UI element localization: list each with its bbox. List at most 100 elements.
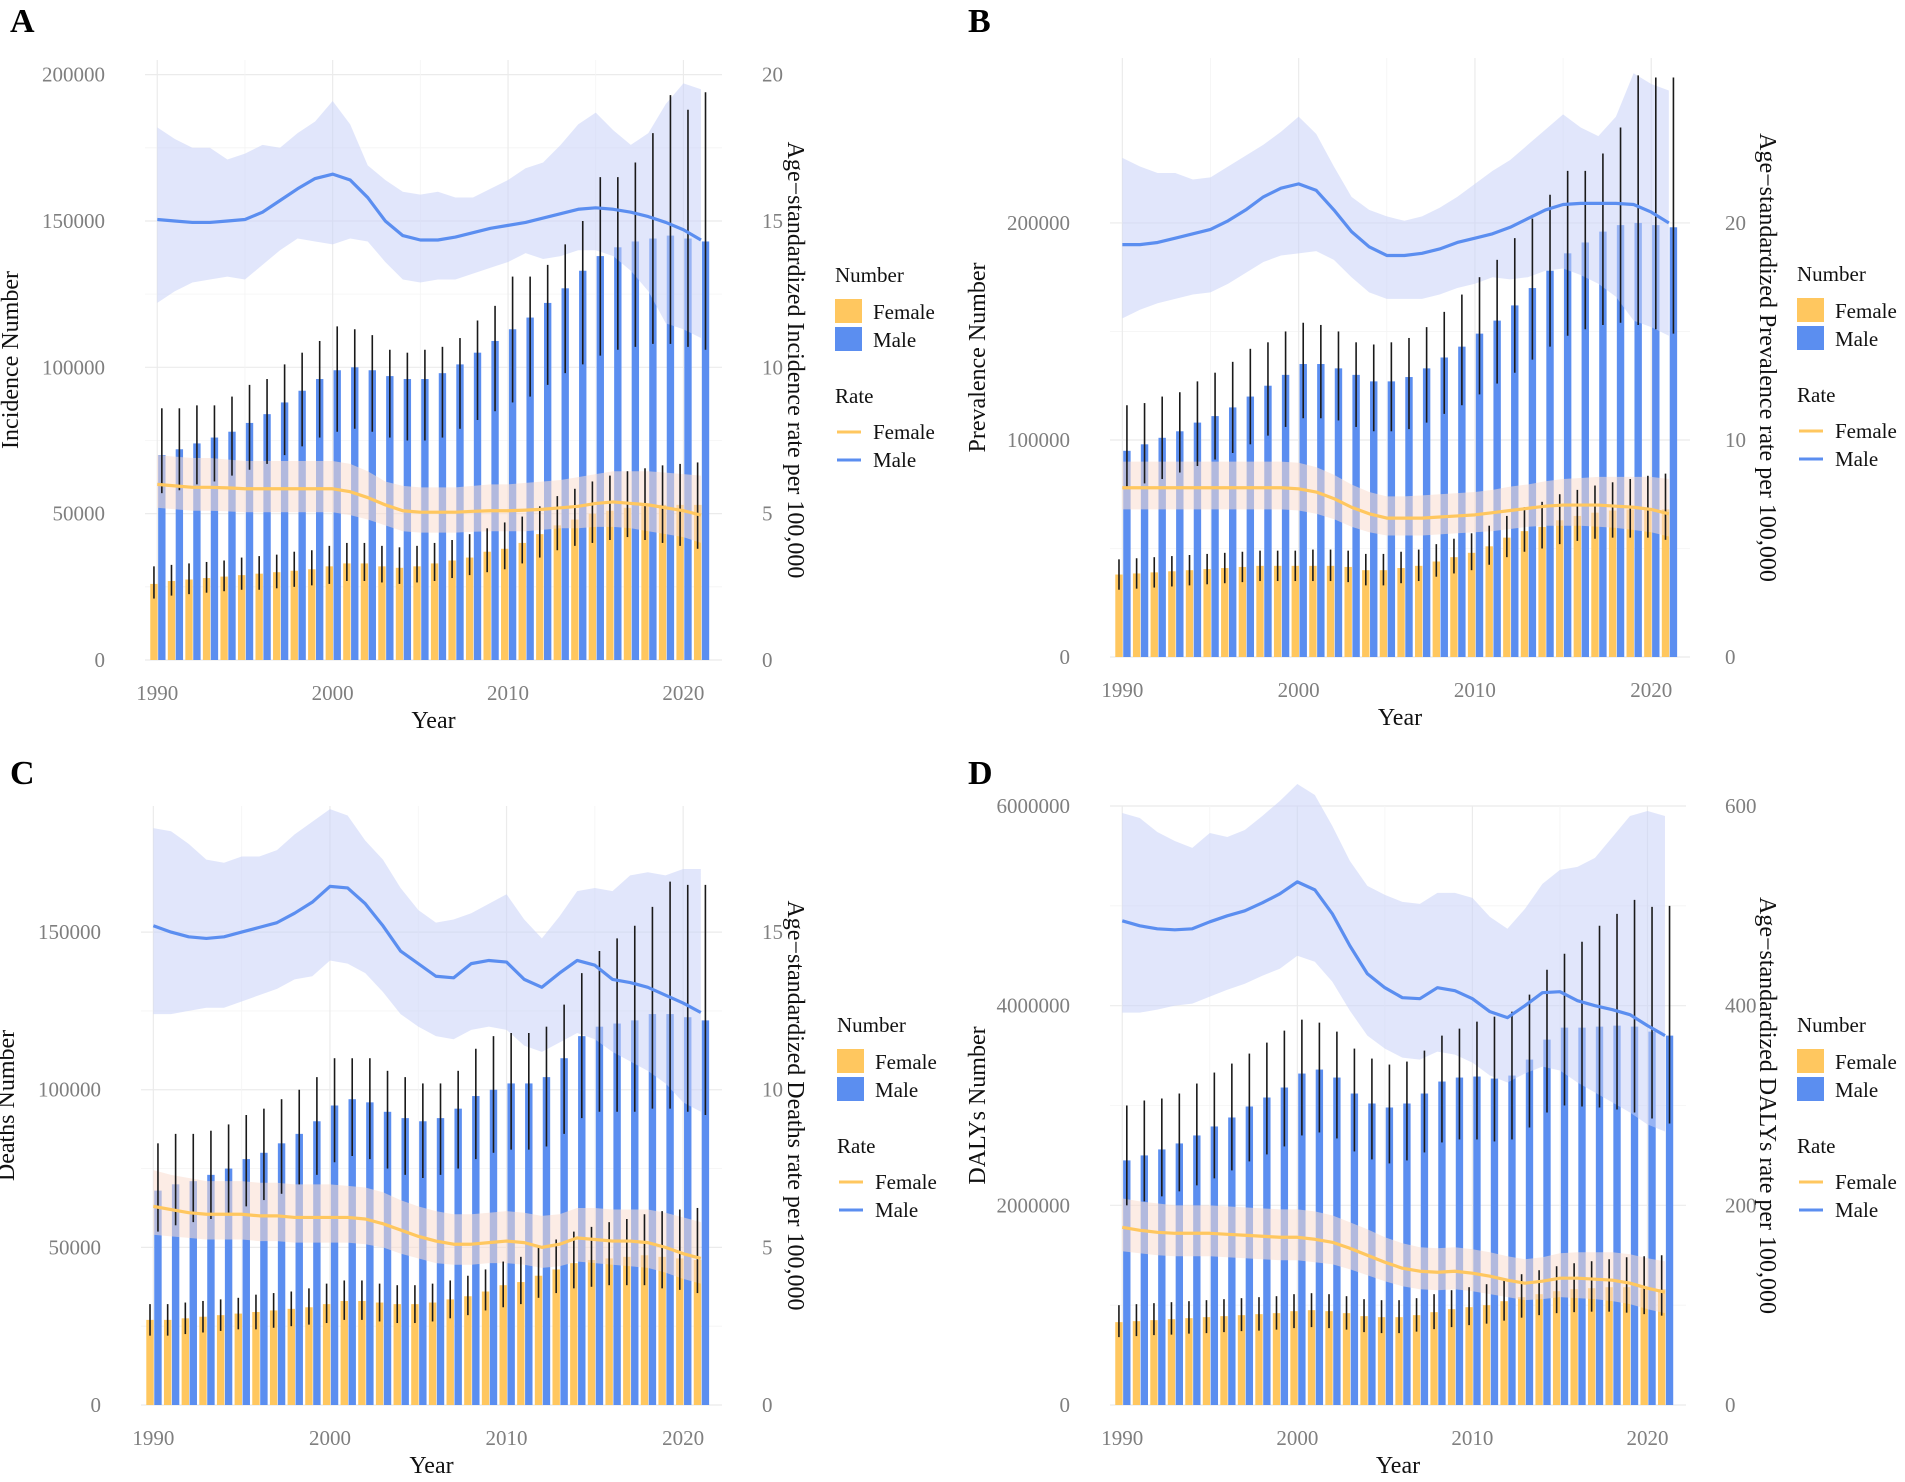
bar-male-2008 — [1438, 1081, 1446, 1405]
bar-male-1991 — [1140, 1155, 1148, 1405]
bar-female-1996 — [252, 1311, 260, 1405]
x-tick-label: 1990 — [1101, 1426, 1143, 1450]
panel-c: C 0 50000 100000 150000 0 5 10 15 1990 2000 2010 202… — [0, 755, 937, 1479]
bar-female-2010 — [501, 548, 509, 660]
x-tick-label: 2010 — [1454, 678, 1496, 702]
bar-female-1993 — [202, 578, 211, 660]
bar-male-2004 — [401, 1118, 409, 1405]
bar-male-2009 — [1455, 1077, 1464, 1405]
bar-male-1996 — [260, 1152, 268, 1405]
bar-female-1996 — [255, 573, 263, 660]
bar-male-1999 — [313, 1121, 321, 1405]
bar-female-2018 — [641, 504, 649, 660]
panel-letter: B — [968, 3, 991, 40]
bar-female-2011 — [518, 542, 526, 660]
bar-female-2015 — [588, 513, 597, 660]
bar-female-1990 — [150, 583, 158, 660]
bar-female-1992 — [181, 1318, 190, 1405]
legend-swatch-female-bar — [837, 1049, 864, 1073]
bar-female-2020 — [1640, 1288, 1648, 1405]
bar-male-2017 — [1599, 231, 1607, 658]
bar-male-2017 — [631, 241, 640, 660]
y2-tick-label: 5 — [762, 1235, 773, 1259]
bar-female-2019 — [658, 504, 667, 660]
y-tick-label: 2000000 — [997, 1193, 1071, 1217]
bar-female-2004 — [393, 1304, 401, 1405]
panel-letter: D — [968, 755, 993, 792]
bar-female-2000 — [325, 566, 334, 660]
bar-male-1994 — [228, 431, 236, 660]
bar-male-1997 — [1246, 396, 1255, 657]
legend-label-female: Female — [1835, 419, 1897, 443]
y-tick-label: 6000000 — [997, 794, 1071, 818]
bar-male-1992 — [189, 1181, 197, 1405]
legend-title-rate: Rate — [837, 1134, 875, 1158]
bar-male-1994 — [1193, 422, 1202, 657]
x-axis-title: Year — [1378, 705, 1422, 731]
bar-female-2009 — [1450, 557, 1458, 657]
bar-male-1993 — [210, 437, 219, 660]
legend-title-rate: Rate — [835, 384, 873, 408]
bar-female-2021 — [693, 504, 702, 660]
bar-female-2002 — [1326, 565, 1335, 657]
bar-female-2013 — [1517, 1297, 1526, 1405]
bar-male-1997 — [280, 402, 289, 660]
bar-female-2007 — [1414, 565, 1423, 657]
bar-male-2016 — [1578, 1027, 1586, 1405]
bar-female-1999 — [1273, 565, 1282, 657]
bars — [150, 235, 710, 661]
y-tick-label: 150000 — [42, 209, 105, 233]
bar-female-1991 — [163, 1319, 172, 1405]
y2-tick-label: 10 — [762, 355, 783, 379]
bar-female-2004 — [395, 567, 404, 660]
x-tick-label: 2020 — [1626, 1426, 1668, 1450]
legend-swatch-female-bar — [1797, 1049, 1824, 1073]
bar-female-1999 — [305, 1307, 313, 1405]
bar-female-2018 — [1605, 1287, 1613, 1405]
bar-female-2001 — [343, 563, 351, 660]
ribbon-female-rate — [1122, 1198, 1665, 1314]
legend-swatch-male-bar — [1797, 1077, 1824, 1101]
bar-female-1994 — [216, 1315, 225, 1405]
bar-male-1993 — [1176, 431, 1184, 657]
bar-male-2020 — [684, 238, 692, 660]
line-female-rate — [157, 482, 702, 517]
bar-male-1998 — [298, 390, 306, 660]
y2-axis-title: Age−standardized Prevalence rate per 100… — [1754, 133, 1780, 582]
y2-tick-label: 10 — [1725, 428, 1746, 452]
legend-label-male: Male — [1835, 1078, 1878, 1102]
y-axis-title: Deaths Number — [0, 1030, 20, 1181]
x-tick-label: 2020 — [1630, 678, 1672, 702]
bar-female-2019 — [658, 1256, 666, 1405]
bar-male-1990 — [154, 1190, 162, 1405]
legend-label-male: Male — [873, 328, 916, 352]
bar-female-2012 — [1500, 1301, 1508, 1405]
y2-tick-label: 0 — [762, 648, 773, 672]
bar-male-2017 — [1595, 1026, 1604, 1405]
error-bars — [1118, 899, 1671, 1338]
bar-male-2021 — [1669, 227, 1678, 658]
bar-female-1992 — [185, 579, 193, 660]
bar-male-1990 — [158, 455, 166, 660]
legend-title-rate: Rate — [1797, 1134, 1835, 1158]
panel-letter: A — [10, 3, 35, 40]
bar-female-2003 — [375, 1302, 384, 1405]
bar-female-2000 — [322, 1304, 331, 1405]
ribbon-male-rate — [157, 83, 701, 339]
legend-title-rate: Rate — [1797, 383, 1835, 407]
bar-female-2015 — [1556, 520, 1564, 657]
ribbon-female-rate — [157, 455, 701, 543]
bar-female-2021 — [693, 1259, 702, 1405]
bar-female-2020 — [676, 504, 684, 660]
bar-male-2016 — [614, 247, 622, 660]
bar-male-1999 — [315, 379, 324, 660]
ribbon-female-rate — [153, 1170, 701, 1284]
bar-female-2014 — [1538, 526, 1546, 657]
legend-title-number: Number — [835, 263, 904, 287]
bar-female-2017 — [1591, 512, 1599, 657]
bar-female-2017 — [623, 1256, 631, 1405]
y-tick-label: 100000 — [1007, 428, 1070, 452]
y-tick-label: 50000 — [49, 1235, 102, 1259]
y-tick-label: 100000 — [42, 355, 105, 379]
